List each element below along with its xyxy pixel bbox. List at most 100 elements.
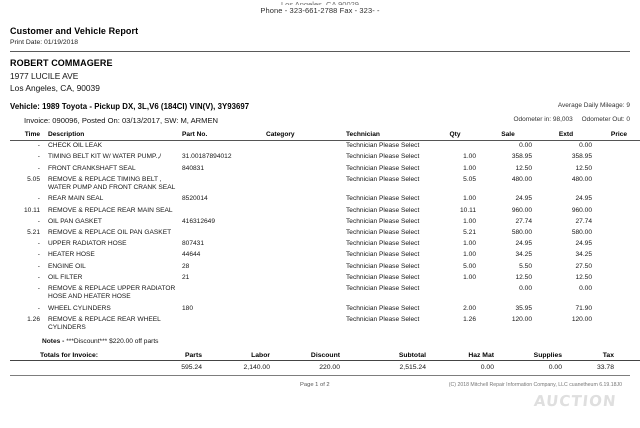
cell-part-no bbox=[180, 174, 264, 194]
copyright-notice: (C) 2018 Mitchell Repair Information Com… bbox=[448, 381, 622, 388]
letterhead-phone-line: Phone - 323-661-2788 Fax - 323- - bbox=[260, 6, 380, 15]
cell-time: 1.26 bbox=[27, 315, 40, 323]
cell-category bbox=[264, 152, 344, 163]
cell-time: - bbox=[37, 304, 40, 312]
cell-category bbox=[264, 272, 344, 283]
cell-description: REMOVE & REPLACE REAR WHEEL CYLINDERS bbox=[48, 315, 161, 332]
totals-header-total: Total bbox=[620, 351, 640, 362]
cell-price bbox=[602, 272, 640, 283]
cell-technician: Technician Please Select bbox=[346, 284, 420, 292]
cell-description: OIL FILTER bbox=[48, 273, 83, 281]
cell-description: REMOVE & REPLACE OIL PAN GASKET bbox=[48, 228, 172, 236]
totals-value-discount: 220.00 bbox=[319, 363, 340, 371]
cell-description: FRONT CRANKSHAFT SEAL bbox=[48, 164, 136, 172]
cell-time: - bbox=[37, 240, 40, 248]
title-divider bbox=[10, 51, 630, 53]
cell-part-no bbox=[180, 205, 264, 216]
totals-spacer bbox=[10, 351, 38, 362]
table-row: - REMOVE & REPLACE UPPER RADIATOR HOSE AN… bbox=[10, 284, 640, 304]
cell-price bbox=[602, 228, 640, 239]
table-row: - OIL FILTER 21 Technician Please Select 1.0… bbox=[10, 272, 640, 283]
cell-category bbox=[264, 194, 344, 205]
cell-extd: 24.95 bbox=[575, 195, 592, 203]
cell-technician: Technician Please Select bbox=[346, 262, 420, 270]
cell-technician: Technician Please Select bbox=[346, 153, 420, 161]
cell-description: HEATER HOSE bbox=[48, 251, 95, 259]
cell-part-no: 840831 bbox=[182, 164, 205, 172]
table-row: 5.05 REMOVE & REPLACE TIMING BELT , WATER… bbox=[10, 174, 640, 194]
cell-technician: Technician Please Select bbox=[346, 315, 420, 323]
cell-sale: 24.95 bbox=[515, 240, 532, 248]
cell-description: REMOVE & REPLACE TIMING BELT , WATER PUM… bbox=[48, 175, 176, 192]
table-row: - WHEEL CYLINDERS 180 Technician Please Sel… bbox=[10, 303, 640, 314]
cell-description: ENGINE OIL bbox=[48, 262, 86, 270]
cell-part-no: 28 bbox=[182, 262, 190, 270]
totals-table: Totals for Invoice: Parts Labor Discount… bbox=[10, 351, 640, 371]
cell-qty: 5.21 bbox=[463, 228, 476, 236]
cell-technician: Technician Please Select bbox=[346, 240, 420, 248]
cell-category bbox=[264, 140, 344, 152]
page-title: Customer and Vehicle Report bbox=[10, 26, 139, 37]
cell-technician: Technician Please Select bbox=[346, 304, 420, 312]
cell-qty: 1.26 bbox=[463, 315, 476, 323]
odometer-out: Odometer Out: 0 bbox=[581, 116, 630, 124]
cell-extd: 960.00 bbox=[571, 206, 592, 214]
totals-bottom-divider bbox=[10, 374, 630, 376]
line-items-body: - CHECK OIL LEAK Technician Please Select 0… bbox=[10, 140, 640, 334]
cell-description: REMOVE & REPLACE REAR MAIN SEAL bbox=[48, 206, 173, 214]
cell-qty: 1.00 bbox=[463, 273, 476, 281]
cell-technician: Technician Please Select bbox=[346, 195, 420, 203]
table-row: 10.11 REMOVE & REPLACE REAR MAIN SEAL Tech… bbox=[10, 205, 640, 216]
cell-time: - bbox=[37, 251, 40, 259]
cell-category bbox=[264, 239, 344, 250]
cell-extd: 358.95 bbox=[571, 153, 592, 161]
col-header-technician: Technician bbox=[344, 131, 434, 141]
table-row: - UPPER RADIATOR HOSE 807431 Technician Ple… bbox=[10, 239, 640, 250]
cell-technician: Technician Please Select bbox=[346, 206, 420, 214]
totals-header-subtotal: Subtotal bbox=[346, 351, 432, 362]
line-items-table: Time Description Part No. Category Techn… bbox=[10, 131, 640, 334]
cell-part-no bbox=[180, 140, 264, 152]
totals-value-total: 2,549.02 bbox=[620, 361, 640, 371]
totals-value-subtotal: 2,515.24 bbox=[399, 363, 426, 371]
cell-time: - bbox=[37, 284, 40, 292]
cell-technician: Technician Please Select bbox=[346, 142, 420, 150]
table-row: - HEATER HOSE 44644 Technician Please Selec… bbox=[10, 250, 640, 261]
cell-description: REAR MAIN SEAL bbox=[48, 195, 104, 203]
cell-time: - bbox=[37, 195, 40, 203]
totals-label: Totals for Invoice: bbox=[38, 351, 140, 362]
letterhead: Los Angeles, CA 90029 Phone - 323-661-27… bbox=[0, 0, 640, 15]
cell-price bbox=[602, 314, 640, 334]
cell-part-no: 180 bbox=[182, 304, 194, 312]
cell-sale: 27.74 bbox=[515, 217, 532, 225]
cell-category bbox=[264, 174, 344, 194]
cell-part-no: 31.00187894012 bbox=[182, 153, 232, 161]
col-header-time: Time bbox=[10, 131, 44, 141]
cell-description: WHEEL CYLINDERS bbox=[48, 304, 111, 312]
table-header-row: Time Description Part No. Category Techn… bbox=[10, 131, 640, 141]
totals-value-supplies: 0.00 bbox=[548, 363, 562, 371]
cell-extd: 24.95 bbox=[575, 240, 592, 248]
cell-technician: Technician Please Select bbox=[346, 164, 420, 172]
cell-extd: 120.00 bbox=[571, 315, 592, 323]
cell-technician: Technician Please Select bbox=[346, 251, 420, 259]
cell-qty: 5.00 bbox=[463, 262, 476, 270]
col-header-category: Category bbox=[264, 131, 344, 141]
average-daily-mileage: Average Daily Mileage: 9 bbox=[557, 102, 630, 110]
cell-category bbox=[264, 228, 344, 239]
cell-time: - bbox=[37, 217, 40, 225]
cell-qty: 1.00 bbox=[463, 195, 476, 203]
page-number: Page 1 of 2 bbox=[300, 381, 330, 388]
print-date: Print Date: 01/19/2018 bbox=[10, 39, 79, 47]
cell-part-no: 416312649 bbox=[182, 217, 216, 225]
notes-label: Notes - bbox=[42, 337, 65, 345]
cell-description: REMOVE & REPLACE UPPER RADIATOR HOSE AND… bbox=[48, 284, 176, 301]
odometer-readings: Odometer in: 98,003 Odometer Out: 0 bbox=[507, 116, 631, 123]
cell-price bbox=[602, 250, 640, 261]
odometer-in: Odometer in: 98,003 bbox=[513, 116, 573, 124]
vehicle-stats: Average Daily Mileage: 9 Odometer in: 98… bbox=[507, 102, 631, 123]
col-header-sale: Sale bbox=[484, 131, 540, 141]
cell-description: UPPER RADIATOR HOSE bbox=[48, 240, 127, 248]
cell-sale: 24.95 bbox=[515, 195, 532, 203]
